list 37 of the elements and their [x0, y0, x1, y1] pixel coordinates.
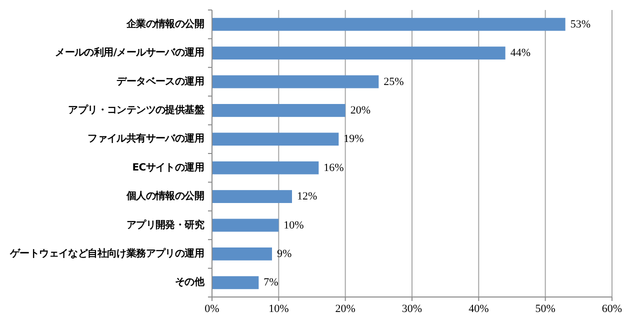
bar: [212, 190, 292, 204]
bar: [212, 247, 272, 260]
data-label: 7%: [264, 276, 278, 289]
x-tick-label: 30%: [402, 303, 422, 315]
x-tick-label: 50%: [535, 303, 556, 315]
data-label: 53%: [570, 18, 591, 30]
y-tick-label: ゲートウェイなど自社向け業務アプリの運用: [8, 247, 204, 260]
data-label: 25%: [384, 76, 404, 88]
x-tick-label: 10%: [268, 303, 289, 315]
bar: [212, 18, 566, 31]
x-tick-label: 60%: [602, 303, 622, 315]
data-label: 16%: [324, 162, 344, 174]
bar: [212, 75, 379, 88]
y-tick-label: ファイル共有サーバの運用: [88, 132, 204, 145]
x-tick-label: 40%: [468, 303, 489, 315]
x-tick-label: 0%: [204, 303, 220, 315]
y-tick-label: その他: [174, 276, 206, 288]
y-tick-label: データベースの運用: [116, 75, 204, 88]
bar: [212, 276, 259, 290]
y-tick-label: 企業の情報の公開: [125, 18, 204, 30]
y-tick-label: アプリ・コンテンツの提供基盤: [68, 104, 204, 116]
bar: [212, 161, 319, 174]
bar: [212, 104, 346, 117]
data-label: 44%: [510, 47, 531, 60]
y-tick-label: 個人の情報の公開: [125, 190, 204, 202]
bar: [212, 218, 279, 232]
bar: [212, 132, 339, 146]
x-tick-label: 20%: [335, 303, 356, 315]
y-tick-label: ECサイトの運用: [132, 161, 204, 174]
data-label: 20%: [350, 104, 371, 116]
data-label: 19%: [344, 133, 364, 146]
y-tick-label: アプリ開発・研究: [126, 218, 204, 231]
data-label: 9%: [277, 248, 292, 260]
bar: [212, 46, 506, 60]
y-tick-label: メールの利用/メールサーバの運用: [55, 46, 204, 59]
data-label: 10%: [284, 219, 304, 232]
data-label: 12%: [297, 190, 318, 203]
